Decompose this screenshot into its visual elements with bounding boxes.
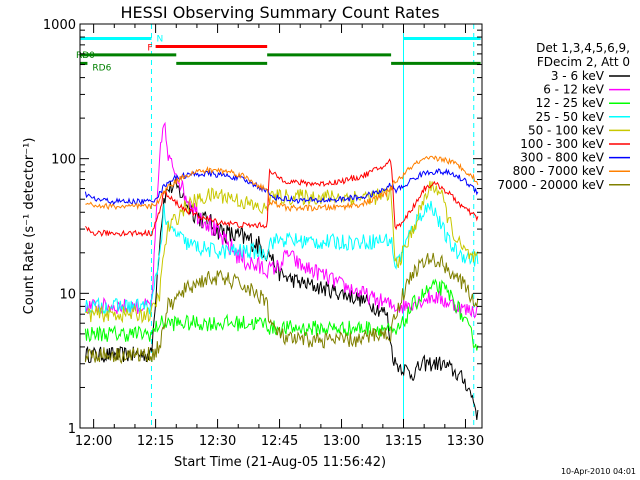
x-axis-label: Start Time (21-Aug-05 11:56:42) bbox=[174, 455, 386, 470]
flag-label-rd6: RD6 bbox=[92, 63, 111, 73]
x-tick-label: 13:00 bbox=[323, 434, 360, 449]
legend-entry: 300 - 800 keV bbox=[520, 151, 630, 165]
legend-label: 3 - 6 keV bbox=[551, 69, 605, 83]
plot-frame bbox=[79, 23, 483, 429]
series-line bbox=[84, 177, 479, 421]
series-line bbox=[84, 278, 479, 351]
chart-title: HESSI Observing Summary Count Rates bbox=[120, 3, 439, 22]
legend-entry: 12 - 25 keV bbox=[536, 96, 630, 110]
legend: Det 1,3,4,5,6,9, FDecim 2, Att 0 3 - 6 k… bbox=[497, 41, 630, 192]
axes: 1 10 100 1000 12:00 12:15 12:30 12:45 13:00 13:15… bbox=[43, 18, 484, 449]
series-line bbox=[85, 180, 479, 324]
series-line bbox=[85, 155, 479, 213]
legend-entry: 3 - 6 keV bbox=[551, 69, 630, 83]
y-tick-label: 100 bbox=[51, 153, 76, 168]
y-tick-label: 1000 bbox=[43, 18, 76, 33]
y-axis-label: Count Rate (s⁻¹ detector⁻¹) bbox=[22, 138, 37, 315]
x-tick-label: 12:00 bbox=[75, 434, 112, 449]
legend-label: 800 - 7000 keV bbox=[513, 164, 605, 178]
legend-label: 12 - 25 keV bbox=[536, 96, 605, 110]
flag-label-rd0: RD0 bbox=[76, 51, 95, 61]
legend-entry: 800 - 7000 keV bbox=[513, 164, 630, 178]
y-tick-label: 10 bbox=[59, 287, 76, 302]
x-tick-label: 12:45 bbox=[261, 434, 298, 449]
x-tick-label: 13:30 bbox=[447, 434, 484, 449]
legend-entry: 25 - 50 keV bbox=[536, 110, 630, 124]
legend-entry: 6 - 12 keV bbox=[543, 83, 630, 97]
legend-entry: 50 - 100 keV bbox=[528, 123, 630, 137]
y-tick-label: 1 bbox=[68, 422, 76, 437]
timestamp: 10-Apr-2010 04:01 bbox=[561, 467, 636, 476]
series-line bbox=[84, 121, 479, 319]
legend-label: 25 - 50 keV bbox=[536, 110, 605, 124]
x-tick-label: 12:15 bbox=[137, 434, 174, 449]
plot-area: NF RD0 RD6 bbox=[76, 24, 481, 428]
legend-label: 6 - 12 keV bbox=[543, 83, 605, 97]
flag-label-n: N bbox=[156, 35, 163, 45]
legend-entry: 100 - 300 keV bbox=[520, 137, 630, 151]
legend-label: 50 - 100 keV bbox=[528, 123, 605, 137]
legend-header-line-1: Det 1,3,4,5,6,9, bbox=[536, 41, 630, 55]
series-line bbox=[85, 158, 479, 238]
x-tick-label: 12:30 bbox=[199, 434, 236, 449]
series-line bbox=[84, 252, 479, 365]
legend-label: 7000 - 20000 keV bbox=[497, 178, 604, 192]
flag-label-f: F bbox=[147, 44, 152, 54]
legend-label: 300 - 800 keV bbox=[520, 151, 604, 165]
legend-header-line-2: FDecim 2, Att 0 bbox=[537, 55, 630, 69]
x-tick-label: 13:15 bbox=[385, 434, 422, 449]
legend-entry: 7000 - 20000 keV bbox=[497, 178, 630, 192]
series-line bbox=[84, 168, 479, 206]
legend-label: 100 - 300 keV bbox=[520, 137, 604, 151]
